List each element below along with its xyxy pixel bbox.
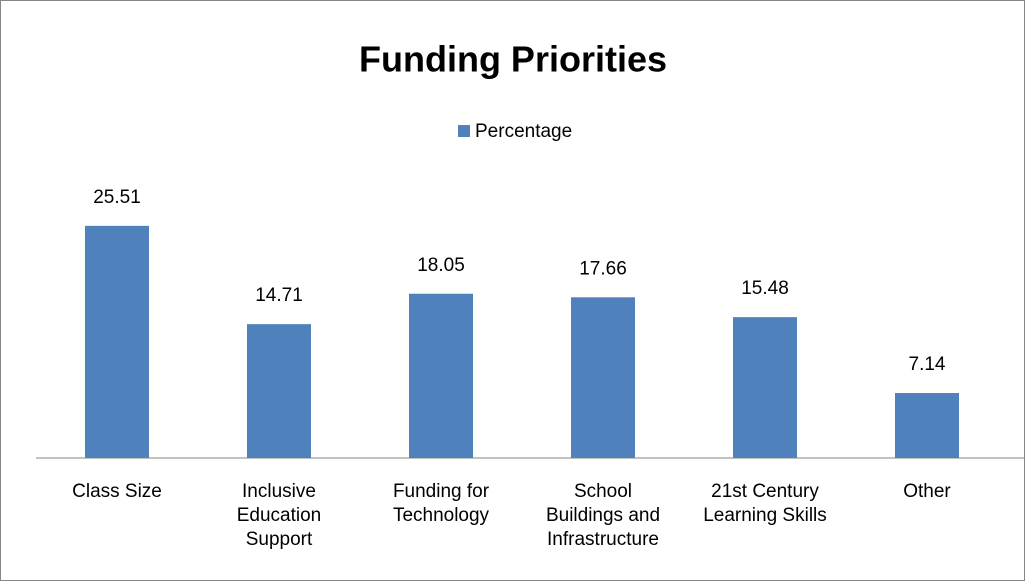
- x-tick-label: Class Size: [72, 481, 162, 502]
- x-tick-label: Funding for Technology: [392, 481, 490, 526]
- x-tick-label: School Buildings and Infrastructure: [545, 481, 661, 550]
- data-label: 14.71: [255, 285, 303, 306]
- chart-title: Funding Priorities: [359, 39, 667, 80]
- legend-label: Percentage: [475, 121, 572, 142]
- data-label: 17.66: [579, 258, 627, 279]
- data-label: 7.14: [909, 354, 946, 375]
- data-label: 18.05: [417, 255, 465, 276]
- bar: [895, 393, 959, 458]
- bar: [85, 225, 149, 458]
- data-label: 25.51: [93, 187, 141, 208]
- bar: [247, 324, 311, 458]
- data-label: 15.48: [741, 278, 789, 299]
- x-tick-label: Inclusive Education Support: [236, 481, 322, 550]
- legend-swatch: [458, 125, 470, 137]
- bar: [571, 297, 635, 458]
- bar: [409, 293, 473, 458]
- x-tick-label: 21st Century Learning Skills: [703, 481, 827, 526]
- x-tick-label: Other: [903, 481, 951, 502]
- bar: [733, 317, 797, 458]
